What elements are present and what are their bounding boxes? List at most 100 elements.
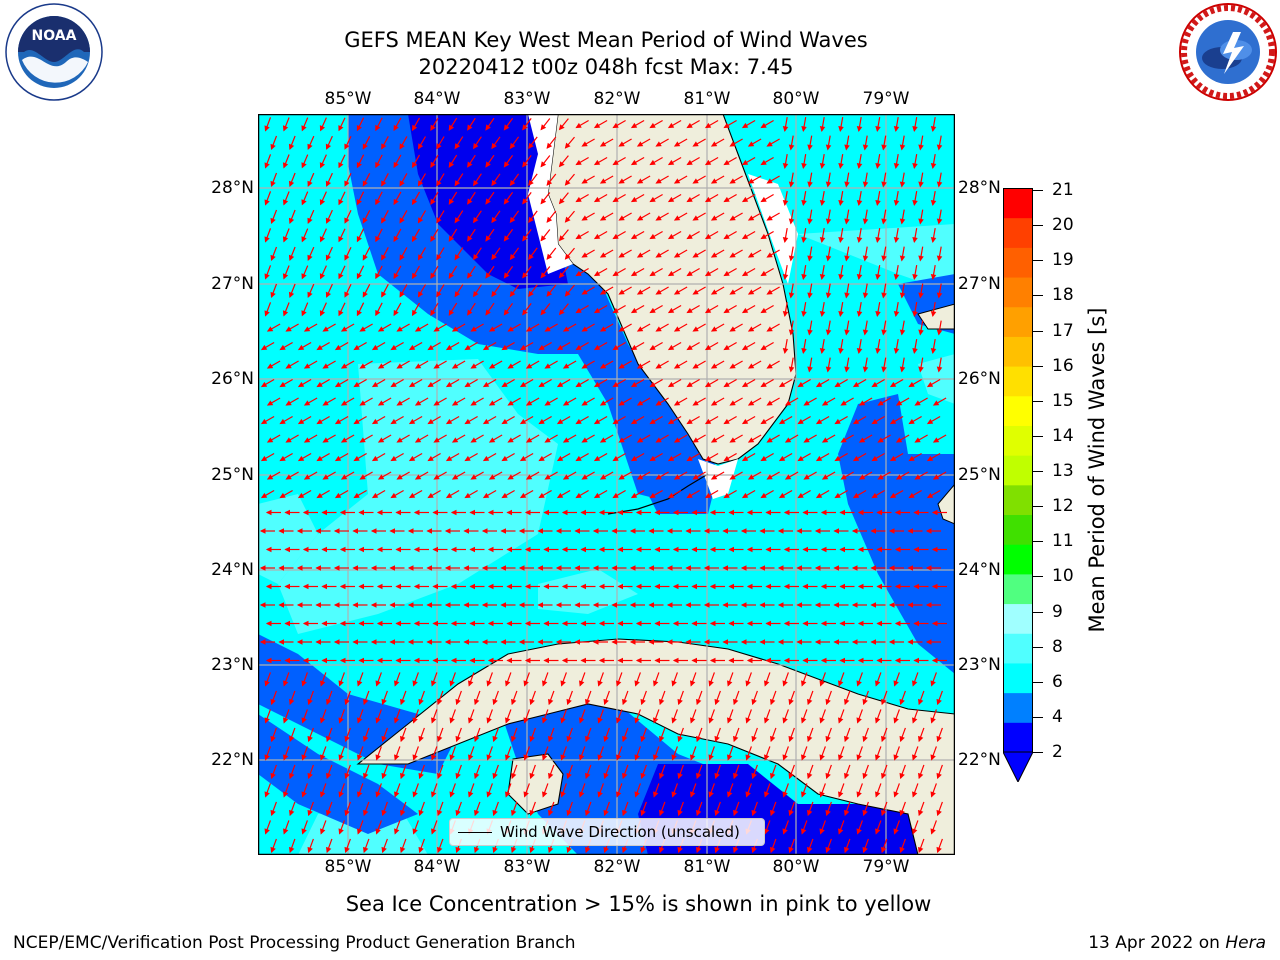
wind-arrow-head (819, 273, 826, 281)
wind-arrow-head (580, 546, 586, 553)
wind-arrow-head (875, 754, 881, 761)
wind-arrow-head (636, 252, 644, 258)
wind-arrow-head (936, 329, 943, 336)
wind-arrow-head (482, 455, 490, 462)
wind-arrow-head (655, 363, 662, 369)
wind-arrow-head (381, 217, 387, 224)
wind-arrow-head (599, 252, 607, 258)
wind-arrow-head (778, 492, 786, 499)
wind-arrow-head (455, 809, 461, 817)
wind-arrow-head (326, 809, 332, 817)
ocean-2-4-bahamas (838, 394, 955, 674)
wind-arrow-head (472, 291, 479, 298)
wind-arrow-head (918, 181, 924, 188)
wind-arrow-head (634, 791, 640, 798)
wind-arrow-head (714, 809, 720, 817)
wind-arrow-head (766, 400, 773, 406)
wind-arrow-head (649, 233, 656, 240)
wind-arrow-head (741, 233, 749, 240)
wind-arrow-head (352, 602, 358, 608)
wind-arrow-head (696, 772, 702, 780)
colorbar-segment (1003, 217, 1033, 248)
wind-arrow-head (481, 565, 488, 571)
wind-arrow-head (506, 620, 512, 627)
wind-arrow-head (844, 329, 850, 336)
wind-arrow-head (375, 680, 381, 687)
wind-arrow-head (503, 198, 510, 205)
wind-arrow-head (315, 602, 321, 608)
colorbar-tick-label: 11 (1052, 531, 1074, 552)
wind-arrow-head (838, 680, 844, 687)
wind-arrow-head (340, 363, 348, 369)
wind-arrow-head (381, 291, 387, 298)
wind-arrow-head (574, 565, 580, 571)
wind-arrow-head (431, 791, 437, 798)
wind-arrow-head (430, 124, 436, 131)
wind-arrow-head (430, 272, 436, 279)
wind-arrow-head (414, 363, 422, 369)
wind-arrow-head (797, 455, 804, 462)
wind-arrow-head (778, 418, 786, 425)
wind-arrow-head (640, 846, 646, 854)
wind-arrow-head (649, 492, 656, 499)
wind-arrow-head (745, 680, 751, 687)
wind-arrow-head (936, 735, 942, 743)
wind-arrow-head (649, 122, 656, 129)
wind-arrow-head (856, 347, 863, 355)
wind-arrow-head (260, 492, 268, 499)
wind-arrow-head (722, 565, 728, 571)
legend-label: Wind Wave Direction (unscaled) (500, 823, 740, 841)
wind-arrow-head (264, 680, 270, 687)
wind-arrow-head (431, 680, 437, 687)
wind-arrow-head (659, 735, 665, 743)
wind-arrow-head (807, 366, 813, 373)
colorbar-tick-mark (1033, 260, 1043, 262)
wind-arrow-head (931, 657, 938, 664)
wind-arrow-head (411, 161, 418, 169)
wind-arrow-head (686, 492, 693, 499)
wind-arrow-head (543, 509, 549, 516)
wind-arrow-head (740, 602, 747, 608)
wind-arrow-head (733, 698, 739, 706)
wind-arrow-head (862, 181, 869, 188)
wind-arrow-head (881, 846, 887, 854)
wind-arrow-head (472, 254, 479, 261)
wind-arrow-head (729, 215, 736, 221)
wind-arrow-head (888, 528, 895, 534)
wind-arrow-head (745, 717, 751, 724)
wind-arrow-head (673, 326, 681, 332)
wind-arrow-head (649, 455, 656, 462)
wind-arrow-head (825, 772, 831, 780)
wind-arrow-head (430, 235, 436, 242)
wind-arrow-head (727, 754, 733, 761)
wind-arrow-head (722, 602, 728, 608)
wind-arrow-head (770, 809, 776, 817)
wind-arrow-head (278, 565, 284, 571)
wind-arrow-head (340, 437, 348, 443)
wind-arrow-head (777, 565, 784, 571)
wind-arrow-head (649, 381, 656, 388)
wind-arrow-head (926, 418, 934, 425)
wind-arrow-head (558, 272, 565, 279)
wind-arrow-head (371, 381, 379, 388)
wind-arrow-head (407, 565, 414, 571)
wind-arrow-head (819, 754, 825, 761)
wind-arrow-head (451, 326, 459, 332)
wind-arrow-head (389, 528, 395, 534)
wind-arrow-head (436, 254, 442, 261)
wind-arrow-head (820, 657, 827, 664)
wind-arrow-head (445, 455, 453, 462)
wind-arrow-head (667, 492, 675, 499)
wind-arrow-head (316, 418, 323, 425)
wind-arrow-head (566, 698, 572, 706)
wind-arrow-head (340, 474, 348, 480)
wind-arrow-head (433, 326, 440, 332)
wind-arrow-head (654, 620, 660, 627)
wind-arrow-head (747, 363, 755, 369)
wind-arrow-head (538, 418, 545, 425)
wind-arrow-head (492, 809, 498, 817)
wind-arrow-head (431, 754, 437, 761)
wind-arrow-head (431, 717, 437, 724)
wind-arrow-head (470, 474, 477, 480)
wind-arrow-head (375, 198, 381, 206)
